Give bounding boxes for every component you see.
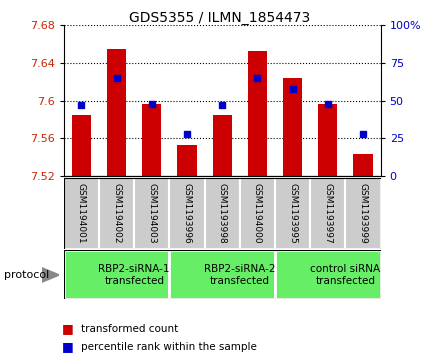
- Text: GSM1193997: GSM1193997: [323, 183, 332, 244]
- Text: ■: ■: [62, 322, 73, 335]
- Bar: [275, 178, 310, 249]
- Bar: [248, 51, 267, 176]
- Text: control siRNA
transfected: control siRNA transfected: [310, 264, 381, 286]
- Bar: [345, 178, 381, 249]
- Bar: [64, 178, 99, 249]
- Bar: [142, 105, 161, 176]
- Bar: [205, 178, 240, 249]
- Text: transformed count: transformed count: [81, 323, 179, 334]
- Bar: [72, 115, 91, 176]
- Text: GSM1194003: GSM1194003: [147, 183, 156, 244]
- Text: GDS5355 / ILMN_1854473: GDS5355 / ILMN_1854473: [129, 11, 311, 25]
- Text: GSM1194002: GSM1194002: [112, 183, 121, 244]
- Text: percentile rank within the sample: percentile rank within the sample: [81, 342, 257, 352]
- Bar: [169, 178, 205, 249]
- Text: GSM1194000: GSM1194000: [253, 183, 262, 244]
- Bar: [353, 154, 373, 176]
- Bar: [134, 178, 169, 249]
- Bar: [240, 178, 275, 249]
- Text: GSM1194001: GSM1194001: [77, 183, 86, 244]
- Text: GSM1193995: GSM1193995: [288, 183, 297, 244]
- Text: RBP2-siRNA-1
transfected: RBP2-siRNA-1 transfected: [99, 264, 170, 286]
- Bar: [213, 115, 232, 176]
- Text: ■: ■: [62, 340, 73, 353]
- Text: GSM1193996: GSM1193996: [183, 183, 191, 244]
- Text: RBP2-siRNA-2
transfected: RBP2-siRNA-2 transfected: [204, 264, 275, 286]
- Polygon shape: [42, 268, 59, 282]
- Bar: [107, 49, 126, 176]
- Bar: [310, 178, 345, 249]
- Text: GSM1193998: GSM1193998: [218, 183, 227, 244]
- Bar: [318, 105, 337, 176]
- Text: protocol: protocol: [4, 270, 50, 280]
- Text: GSM1193999: GSM1193999: [359, 183, 367, 244]
- Bar: [275, 250, 381, 299]
- Bar: [283, 78, 302, 176]
- Bar: [169, 250, 275, 299]
- Bar: [99, 178, 134, 249]
- Bar: [64, 250, 169, 299]
- Bar: [177, 145, 197, 176]
